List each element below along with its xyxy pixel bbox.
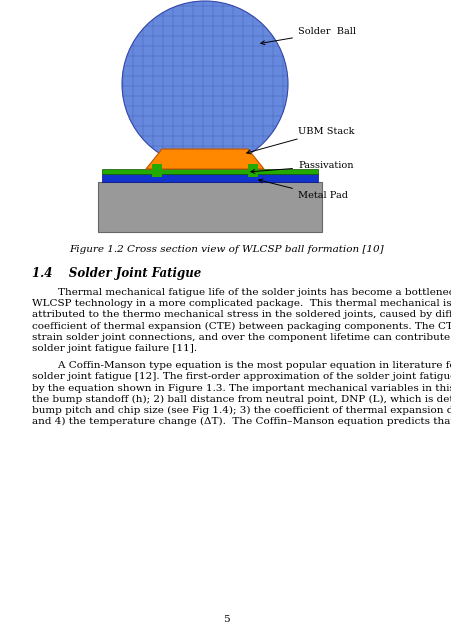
- Text: UBM Stack: UBM Stack: [246, 127, 354, 154]
- Text: 5: 5: [222, 615, 229, 624]
- Text: A Coffin-Manson type equation is the most popular equation in literature for pre: A Coffin-Manson type equation is the mos…: [32, 361, 451, 370]
- Bar: [152, 164, 161, 177]
- Polygon shape: [146, 149, 263, 169]
- Text: solder joint fatigue failure [11].: solder joint fatigue failure [11].: [32, 344, 197, 353]
- Circle shape: [122, 1, 287, 167]
- Text: Solder  Ball: Solder Ball: [260, 28, 355, 45]
- Text: WLCSP technology in a more complicated package.  This thermal mechanical issue i: WLCSP technology in a more complicated p…: [32, 299, 451, 308]
- Text: Metal Pad: Metal Pad: [258, 179, 347, 200]
- Text: coefficient of thermal expansion (CTE) between packaging components. The CTE mis: coefficient of thermal expansion (CTE) b…: [32, 321, 451, 331]
- Text: bump pitch and chip size (see Fig 1.4); 3) the coefficient of thermal expansion : bump pitch and chip size (see Fig 1.4); …: [32, 406, 451, 415]
- Bar: [98, 182, 321, 232]
- Text: by the equation shown in Figure 1.3. The important mechanical variables in this : by the equation shown in Figure 1.3. The…: [32, 383, 451, 393]
- Text: attributed to the thermo mechanical stress in the soldered joints, caused by dif: attributed to the thermo mechanical stre…: [32, 310, 451, 319]
- Bar: [248, 164, 258, 177]
- Text: 1.4    Solder Joint Fatigue: 1.4 Solder Joint Fatigue: [32, 267, 201, 280]
- Text: the bump standoff (h); 2) ball distance from neutral point, DNP (L), which is de: the bump standoff (h); 2) ball distance …: [32, 395, 451, 404]
- Text: strain solder joint connections, and over the component lifetime can contribute : strain solder joint connections, and ove…: [32, 333, 451, 342]
- Text: solder joint fatigue [12]. The first-order approximation of the solder joint fat: solder joint fatigue [12]. The first-ord…: [32, 372, 451, 381]
- Text: and 4) the temperature change (ΔT).  The Coffin–Manson equation predicts that th: and 4) the temperature change (ΔT). The …: [32, 417, 451, 426]
- Bar: [102, 174, 318, 182]
- Text: Figure 1.2 Cross section view of WLCSP ball formation [10]: Figure 1.2 Cross section view of WLCSP b…: [69, 245, 382, 254]
- Text: Thermal mechanical fatigue life of the solder joints has become a bottleneck to : Thermal mechanical fatigue life of the s…: [32, 288, 451, 297]
- Bar: [102, 169, 318, 174]
- Text: Passivation: Passivation: [250, 161, 353, 173]
